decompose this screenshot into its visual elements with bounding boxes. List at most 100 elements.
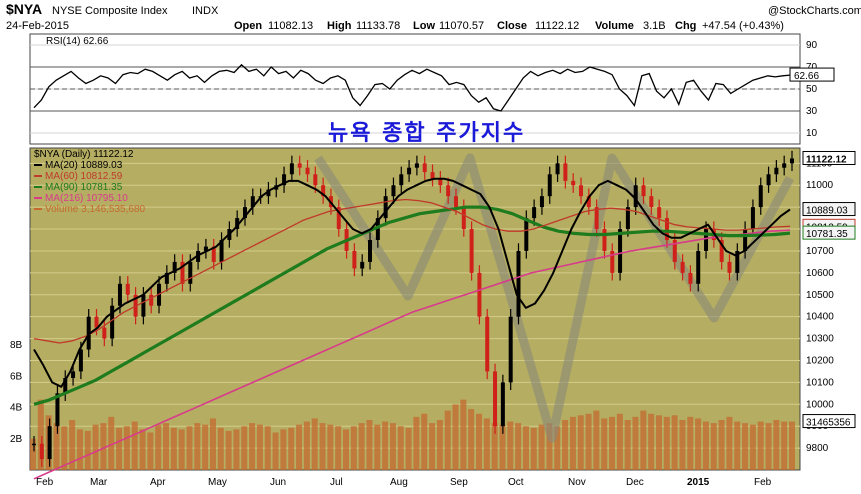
volume-bar: [585, 413, 592, 470]
volume-bar: [163, 423, 170, 470]
price-candle-body: [758, 185, 763, 208]
rsi-panel: 90 70 50 30 10 62.66 RSI(14) 62.66: [29, 33, 835, 145]
price-candle-body: [203, 246, 208, 251]
volume-bar: [765, 423, 772, 470]
volume-bar: [468, 409, 475, 470]
price-candle-body: [141, 294, 146, 317]
price-candle-body: [266, 189, 271, 197]
volume-bar: [460, 399, 467, 470]
overlay-caption: 뉴욕 종합 주가지수: [328, 120, 525, 146]
volume-bar: [61, 426, 68, 470]
price-panel: 9800990010000101001020010300104001050010…: [10, 120, 856, 488]
volume-bar: [225, 430, 232, 470]
volume-bar: [303, 421, 310, 470]
price-tag-box: [802, 202, 856, 217]
price-candle-body: [571, 180, 576, 186]
price-candle-body: [735, 250, 740, 273]
price-candle-body: [368, 240, 373, 262]
price-candle-body: [55, 393, 60, 427]
volume-bar: [757, 421, 764, 470]
close-value: 11122.12: [535, 20, 579, 32]
volume-bar: [233, 429, 240, 470]
price-candle-body: [641, 185, 646, 197]
volume-bar: [522, 426, 529, 470]
price-candle-body: [391, 185, 396, 197]
exchange-label: INDX: [192, 5, 219, 17]
date-tick-label: Apr: [150, 477, 166, 488]
low-value: 11070.57: [439, 20, 484, 32]
price-candles: [32, 150, 794, 467]
price-candle-body: [696, 250, 701, 284]
close-label: Close: [497, 20, 527, 32]
volume-bar: [444, 410, 451, 470]
volume-bar: [405, 427, 412, 470]
price-tag-label: 10781.35: [806, 229, 848, 240]
legend-entry: MA(60) 10812.59: [45, 171, 123, 182]
volume-bar: [702, 421, 709, 470]
price-candle-body: [180, 261, 185, 284]
price-candle-body: [125, 283, 130, 295]
date-tick-label: Aug: [390, 477, 408, 488]
price-candle-body: [438, 178, 443, 186]
price-candle-body: [219, 240, 224, 262]
volume-bar: [84, 430, 91, 470]
price-candle-body: [493, 371, 498, 427]
price-candle-body: [704, 229, 709, 251]
price-tick-label: 10300: [806, 334, 834, 345]
price-candle-body: [250, 196, 255, 208]
price-candle-body: [172, 261, 177, 273]
volume-bar: [350, 426, 357, 470]
ma216-line: [33, 229, 791, 480]
volume-bar: [781, 421, 788, 470]
legend-entry: MA(216) 10795.10: [45, 193, 128, 204]
price-candle-body: [774, 167, 779, 175]
volume-bar: [272, 432, 279, 470]
date-tick-label: May: [208, 477, 227, 488]
volume-bar: [280, 429, 287, 470]
volume-bar: [749, 424, 756, 470]
open-label: Open: [234, 20, 262, 32]
rsi-tick-label: 90: [806, 40, 818, 51]
price-candle-body: [618, 229, 623, 273]
price-candle-body: [375, 218, 380, 240]
rsi-current-label: 62.66: [794, 71, 819, 82]
chart-symbol: $NYA: [6, 1, 42, 17]
volume-tick-label: 2B: [10, 434, 23, 445]
ma90-line: [33, 205, 791, 406]
volume-bar: [499, 424, 506, 470]
volume-bar: [655, 415, 662, 470]
rsi-line: [33, 63, 791, 112]
volume-value: 3.1B: [643, 20, 666, 32]
price-candle-body: [71, 371, 76, 378]
volume-bar: [264, 426, 271, 470]
volume-bar: [288, 427, 295, 470]
legend-entry: Volume 3,146,535,680: [45, 204, 146, 215]
price-candle-body: [469, 229, 474, 273]
price-candle-body: [610, 250, 615, 273]
price-candle-body: [555, 163, 560, 175]
price-candle-body: [743, 229, 748, 251]
price-candle-body: [461, 207, 466, 230]
price-candle-body: [164, 272, 169, 284]
price-candle-body: [664, 218, 669, 240]
rsi-axis: 90 70 50 30 10 62.66: [789, 40, 835, 139]
volume-bar: [139, 429, 146, 470]
price-tag-box: [802, 150, 856, 165]
price-candle-body: [352, 250, 357, 269]
volume-bar: [569, 416, 576, 470]
ohlc-summary: Open 11082.13 High 11133.78 Low 11070.57…: [234, 20, 784, 32]
volume-bar: [327, 424, 334, 470]
volume-bar: [726, 416, 733, 470]
volume-bar: [342, 429, 349, 470]
date-tick-label: Feb: [754, 477, 772, 488]
volume-tag-box: [802, 414, 856, 429]
volume-bar: [147, 432, 154, 470]
price-candle-body: [579, 185, 584, 197]
price-tick-label: 9800: [806, 443, 829, 454]
volume-bar: [421, 413, 428, 470]
price-candle-body: [422, 163, 427, 173]
volume-tag-label: 31465356: [806, 418, 851, 429]
volume-bar: [593, 410, 600, 470]
price-candle-body: [297, 163, 302, 168]
